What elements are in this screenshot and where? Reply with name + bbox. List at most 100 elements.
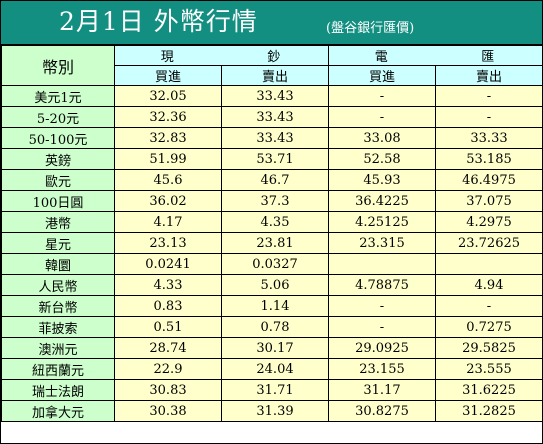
currency-name: 50-100元 <box>1 127 115 149</box>
rate-row: 加拿大元 30.38 31.39 30.8275 31.2825 <box>1 400 543 422</box>
wire-buy-value: 23.315 <box>328 232 436 254</box>
cash-group-header: 現鈔 <box>114 45 329 66</box>
cash-buy-value: 51.99 <box>114 148 222 170</box>
wire-buy-value: 45.93 <box>328 169 436 191</box>
currency-name: 澳洲元 <box>1 337 115 359</box>
cash-sell-value: 46.7 <box>221 169 329 191</box>
cash-sell-value: 33.43 <box>221 85 329 107</box>
wire-sell-value: 37.075 <box>435 190 543 212</box>
cash-buy-value: 32.83 <box>114 127 222 149</box>
wire-group-char-2: 匯 <box>481 50 497 65</box>
rate-row: 英鎊 51.99 53.71 52.58 53.185 <box>1 148 543 170</box>
cash-group-char-1: 現 <box>160 50 176 65</box>
wire-sell-value: 4.94 <box>435 274 543 296</box>
cash-buy-value: 28.74 <box>114 337 222 359</box>
cash-sell-value: 1.14 <box>221 295 329 317</box>
cash-sell-header: 賣出 <box>221 65 329 86</box>
cash-buy-value: 0.51 <box>114 316 222 338</box>
currency-name: 菲披索 <box>1 316 115 338</box>
currency-name: 美元1元 <box>1 85 115 107</box>
wire-sell-value: 4.2975 <box>435 211 543 233</box>
wire-buy-value: - <box>328 106 436 128</box>
rate-row: 美元1元 32.05 33.43- - <box>1 85 543 107</box>
rate-row: 100日圓 36.02 37.3 36.4225 37.075 <box>1 190 543 212</box>
cash-sell-value: 37.3 <box>221 190 329 212</box>
wire-buy-value: 33.08 <box>328 127 436 149</box>
wire-buy-value: 4.25125 <box>328 211 436 233</box>
wire-buy-header: 買進 <box>328 65 436 86</box>
rate-row: 瑞士法朗 30.83 31.71 31.17 31.6225 <box>1 379 543 401</box>
title-bar: 2月1日 外幣行情 (盤谷銀行匯價) <box>1 1 542 45</box>
wire-buy-value <box>328 253 436 275</box>
rate-row: 新台幣 0.83 1.14- - <box>1 295 543 317</box>
currency-column-header: 幣別 <box>1 45 115 86</box>
currency-name: 港幣 <box>1 211 115 233</box>
wire-sell-value: 33.33 <box>435 127 543 149</box>
rate-row: 歐元 45.6 46.7 45.93 46.4975 <box>1 169 543 191</box>
rate-row: 星元 23.13 23.81 23.315 23.72625 <box>1 232 543 254</box>
cash-buy-value: 36.02 <box>114 190 222 212</box>
rate-row: 5-20元 32.36 33.43- - <box>1 106 543 128</box>
sub-header-row: 買進 賣出 買進 賣出 <box>2 65 543 86</box>
cash-buy-value: 22.9 <box>114 358 222 380</box>
wire-sell-value: 23.72625 <box>435 232 543 254</box>
wire-buy-value: - <box>328 295 436 317</box>
currency-name: 紐西蘭元 <box>1 358 115 380</box>
currency-name: 星元 <box>1 232 115 254</box>
currency-name: 100日圓 <box>1 190 115 212</box>
wire-sell-value: 46.4975 <box>435 169 543 191</box>
group-header-row: 幣別 現鈔 電匯 <box>1 45 543 86</box>
cash-buy-value: 32.05 <box>114 85 222 107</box>
wire-buy-value: 52.58 <box>328 148 436 170</box>
rate-row: 菲披索 0.51 0.78-0.7275 <box>1 316 543 338</box>
wire-buy-value: 36.4225 <box>328 190 436 212</box>
cash-buy-value: 32.36 <box>114 106 222 128</box>
wire-sell-value: - <box>435 295 543 317</box>
source-label: (盤谷銀行匯價) <box>326 21 415 36</box>
wire-sell-value <box>435 253 543 275</box>
wire-buy-value: 31.17 <box>328 379 436 401</box>
rate-row: 港幣 4.17 4.35 4.25125 4.2975 <box>1 211 543 233</box>
currency-name: 5-20元 <box>1 106 115 128</box>
page-title: 2月1日 外幣行情 <box>59 7 258 36</box>
wire-sell-header: 賣出 <box>435 65 543 86</box>
currency-name: 韓圜 <box>1 253 115 275</box>
cash-buy-value: 4.17 <box>114 211 222 233</box>
currency-name: 新台幣 <box>1 295 115 317</box>
wire-buy-value: 29.0925 <box>328 337 436 359</box>
wire-buy-value: 4.78875 <box>328 274 436 296</box>
cash-buy-value: 45.6 <box>114 169 222 191</box>
cash-sell-value: 30.17 <box>221 337 329 359</box>
wire-buy-value: 30.8275 <box>328 400 436 422</box>
wire-group-header: 電匯 <box>328 45 543 66</box>
currency-name: 人民幣 <box>1 274 115 296</box>
cash-sell-value: 53.71 <box>221 148 329 170</box>
rate-row: 紐西蘭元 22.9 24.04 23.155 23.555 <box>1 358 543 380</box>
cash-sell-value: 0.0327 <box>221 253 329 275</box>
wire-sell-value: 53.185 <box>435 148 543 170</box>
cash-buy-value: 30.83 <box>114 379 222 401</box>
wire-buy-value: - <box>328 316 436 338</box>
wire-sell-value: 31.2825 <box>435 400 543 422</box>
wire-sell-value: 29.5825 <box>435 337 543 359</box>
wire-group-char-1: 電 <box>374 50 390 65</box>
wire-sell-value: 0.7275 <box>435 316 543 338</box>
currency-name: 加拿大元 <box>1 400 115 422</box>
cash-sell-value: 4.35 <box>221 211 329 233</box>
cash-sell-value: 5.06 <box>221 274 329 296</box>
cash-buy-value: 4.33 <box>114 274 222 296</box>
wire-sell-value: 31.6225 <box>435 379 543 401</box>
cash-buy-value: 23.13 <box>114 232 222 254</box>
rate-row: 澳洲元 28.74 30.17 29.0925 29.5825 <box>1 337 543 359</box>
wire-sell-value: - <box>435 106 543 128</box>
rate-row: 人民幣 4.33 5.06 4.78875 4.94 <box>1 274 543 296</box>
rate-rows: 美元1元 32.05 33.43- -5-20元 32.36 33.43- -50-100元… <box>1 85 543 422</box>
cash-sell-value: 33.43 <box>221 127 329 149</box>
currency-name: 英鎊 <box>1 148 115 170</box>
cash-buy-value: 0.83 <box>114 295 222 317</box>
cash-sell-value: 23.81 <box>221 232 329 254</box>
cash-buy-value: 30.38 <box>114 400 222 422</box>
currency-name: 瑞士法朗 <box>1 379 115 401</box>
cash-group-char-2: 鈔 <box>267 50 283 65</box>
